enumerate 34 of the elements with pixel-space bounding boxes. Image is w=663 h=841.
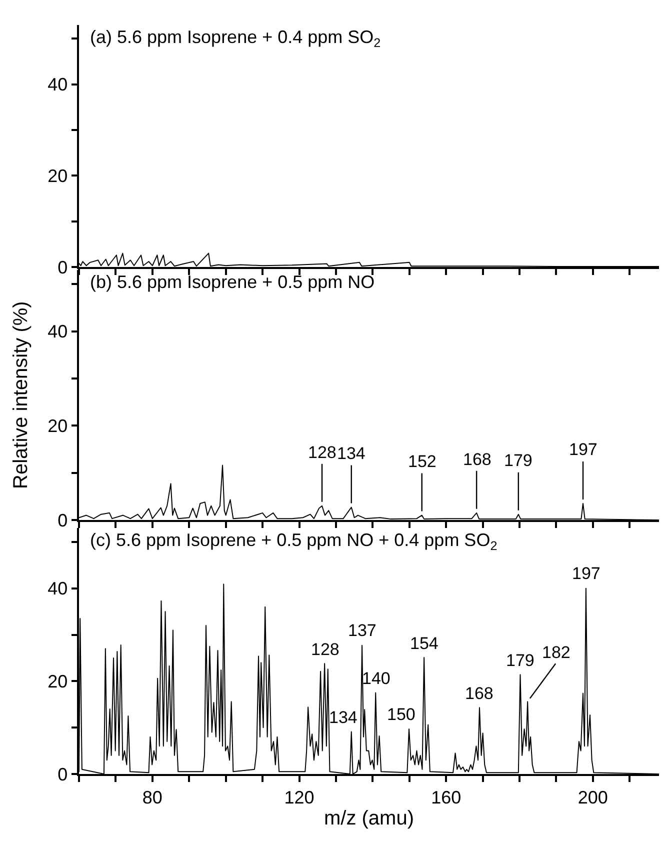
annotation: 168 <box>465 684 494 703</box>
x-tick-label: 80 <box>142 787 162 808</box>
annotation: 128 <box>308 443 336 462</box>
chart-title: (a) 5.6 ppm Isoprene + 0.4 ppm SO$_{2}$ <box>90 27 381 50</box>
annotation: 168 <box>463 450 492 469</box>
x-tick-label: 200 <box>578 787 608 808</box>
x-tick-label: 160 <box>431 787 462 808</box>
annotation: 134 <box>337 444 366 463</box>
x-tick-label: 120 <box>284 787 314 808</box>
annotation: 134 <box>329 708 358 727</box>
y-tick-label: 20 <box>48 416 68 436</box>
y-tick-label: 40 <box>48 322 68 342</box>
y-tick-label: 40 <box>48 74 68 95</box>
chart-title: (b) 5.6 ppm Isoprene + 0.5 ppm NO <box>90 272 375 292</box>
chart-title: (c) 5.6 ppm Isoprene + 0.5 ppm NO + 0.4 ppm SO$_{2}$ <box>90 530 498 553</box>
annotation: 182 <box>542 643 570 662</box>
y-tick-label: 0 <box>58 510 68 530</box>
annotation: 150 <box>387 705 416 724</box>
y-tick-label: 40 <box>48 578 68 599</box>
annotation: 152 <box>408 452 436 471</box>
annotation: 197 <box>572 564 600 583</box>
y-tick-label: 0 <box>58 257 68 278</box>
y-tick-label: 0 <box>58 764 68 784</box>
annotation: 197 <box>569 440 598 459</box>
y-tick-label: 20 <box>48 671 68 692</box>
y-tick-label: 20 <box>48 166 68 186</box>
x-axis-title: m/z (amu) <box>324 807 414 830</box>
annotation: 179 <box>504 451 532 470</box>
annotation: 154 <box>410 634 438 653</box>
annotation: 128 <box>311 640 340 659</box>
annotation: 179 <box>506 651 534 670</box>
annotation: 137 <box>348 621 376 640</box>
annotation: 140 <box>362 669 390 688</box>
y-axis-title: Relative intensity (%) <box>10 301 32 489</box>
